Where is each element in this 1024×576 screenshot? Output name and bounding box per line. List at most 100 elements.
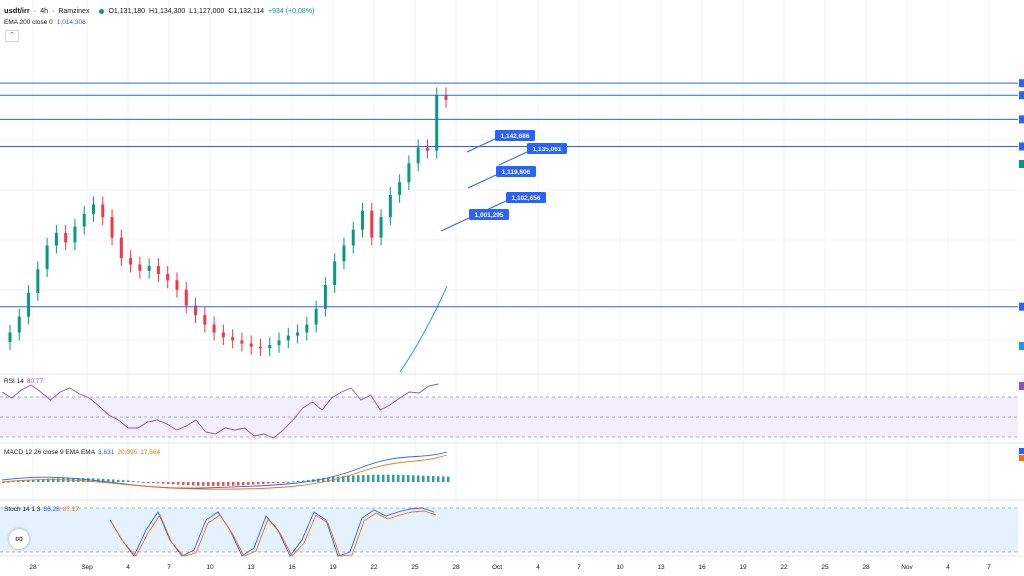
macd-histogram-bar: [367, 474, 370, 482]
macd-histogram-bar: [27, 479, 30, 482]
macd-histogram-bar: [292, 481, 295, 483]
candle-body: [36, 269, 40, 293]
macd-histogram-bar: [387, 474, 390, 482]
macd-histogram-bar: [352, 475, 355, 482]
macd-histogram-bar: [217, 482, 220, 486]
macd-histogram-bar: [447, 476, 450, 482]
candle-body: [184, 289, 188, 306]
macd-histogram-bar: [362, 475, 365, 482]
candle-body: [221, 332, 225, 338]
rsi-value: 80.77: [26, 378, 44, 385]
level-callout-line: [466, 138, 496, 153]
tradingview-logo-icon[interactable]: ∞: [9, 529, 29, 549]
macd-histogram-bar: [52, 478, 55, 482]
candle-body: [333, 261, 337, 286]
macd-histogram-bar: [262, 482, 265, 484]
level-label: 1,102,656: [512, 195, 541, 202]
stoch-band: [0, 508, 1018, 552]
level-label-box: [496, 166, 536, 177]
ohlc-low: L1,127,000: [189, 8, 225, 15]
candle-body: [8, 332, 12, 342]
macd-histogram-bar: [197, 482, 200, 486]
ema-value: 1,014,306: [56, 19, 86, 26]
macd-legend[interactable]: MACD 12 26 close 9 EMA EMA 3,631 20,095 17,…: [4, 449, 163, 456]
macd-histogram-bar: [137, 481, 140, 483]
macd-value-3: 17,564: [140, 449, 161, 456]
macd-histogram-bar: [407, 475, 410, 482]
stoch-value-1: 86.28: [43, 506, 60, 513]
macd-histogram-bar: [112, 479, 115, 482]
candle-body: [138, 264, 142, 271]
candle-body: [82, 213, 86, 227]
candle-body: [147, 266, 151, 271]
ema-label: EMA 200 close 0: [4, 19, 53, 26]
macd-histogram-bar: [277, 482, 280, 483]
x-tick-label: 22: [780, 564, 788, 571]
ema-axis-marker: [1019, 342, 1024, 350]
candle-body: [435, 95, 439, 151]
macd-value-2: 20,095: [117, 449, 138, 456]
macd-histogram-bar: [172, 482, 175, 485]
macd-histogram-bar: [22, 480, 25, 482]
rsi-axis-marker: [1019, 382, 1024, 390]
macd-histogram-bar: [37, 479, 40, 482]
x-tick-label: 16: [288, 564, 296, 571]
candle-body: [212, 324, 216, 333]
candle-body: [314, 308, 318, 325]
candle-body: [64, 232, 68, 243]
x-tick-label: 28: [862, 564, 870, 571]
exchange-label: Ramzinex: [58, 8, 90, 15]
macd-histogram-bar: [152, 482, 155, 483]
stoch-legend[interactable]: Stoch 14 1 3 86.28 87.17: [4, 506, 82, 513]
x-tick-label: 16: [698, 564, 706, 571]
macd-histogram-bar: [322, 478, 325, 482]
x-tick-label: 4: [536, 564, 540, 571]
macd-histogram-bar: [177, 482, 180, 485]
x-tick-label: Sep: [81, 564, 93, 571]
level-label: 1,001,295: [475, 212, 504, 219]
candle-body: [425, 147, 429, 151]
market-status-dot-icon: [99, 8, 105, 14]
x-tick-label: 13: [247, 564, 255, 571]
rsi-line: [1, 383, 439, 439]
macd-histogram-bar: [347, 475, 350, 482]
macd-histogram-bar: [372, 474, 375, 482]
rsi-legend[interactable]: RSI 14 80.77: [4, 378, 46, 385]
level-label: 1,135,061: [533, 146, 562, 153]
x-tick-label: 19: [739, 564, 747, 571]
macd-histogram-bar: [422, 475, 425, 482]
candle-body: [54, 232, 58, 246]
macd-axis-marker: [1019, 448, 1024, 454]
chevron-up-icon[interactable]: ⌃: [5, 30, 19, 42]
macd-histogram-bar: [397, 474, 400, 482]
macd-histogram-bar: [437, 476, 440, 482]
macd-histogram-bar: [147, 482, 150, 483]
candle-body: [129, 258, 133, 265]
x-tick-label: 4: [126, 564, 130, 571]
macd-histogram-bar: [32, 479, 35, 482]
candle-body: [194, 305, 198, 316]
macd-histogram-bar: [182, 482, 185, 486]
macd-histogram-bar: [272, 482, 275, 484]
macd-histogram-bar: [402, 474, 405, 482]
interval-label[interactable]: 4h: [40, 8, 48, 15]
macd-histogram-bar: [107, 479, 110, 482]
candle-body: [323, 285, 327, 309]
x-tick-label: 25: [411, 564, 419, 571]
symbol-title[interactable]: usdt/irr: [4, 6, 30, 15]
candle-body: [156, 266, 160, 274]
macd-histogram-bar: [222, 482, 225, 486]
candle-body: [110, 217, 114, 238]
ema-legend[interactable]: EMA 200 close 0 1,014,306: [4, 19, 90, 26]
macd-histogram-bar: [242, 482, 245, 486]
macd-histogram-bar: [202, 482, 205, 486]
macd-histogram-bar: [57, 478, 60, 482]
x-tick-label: 10: [616, 564, 624, 571]
candle-body: [444, 95, 448, 100]
candle-body: [258, 346, 262, 349]
macd-histogram-bar: [432, 476, 435, 482]
candle-body: [379, 217, 383, 238]
stoch-value-2: 87.17: [62, 506, 80, 513]
macd-histogram-bar: [357, 475, 360, 482]
